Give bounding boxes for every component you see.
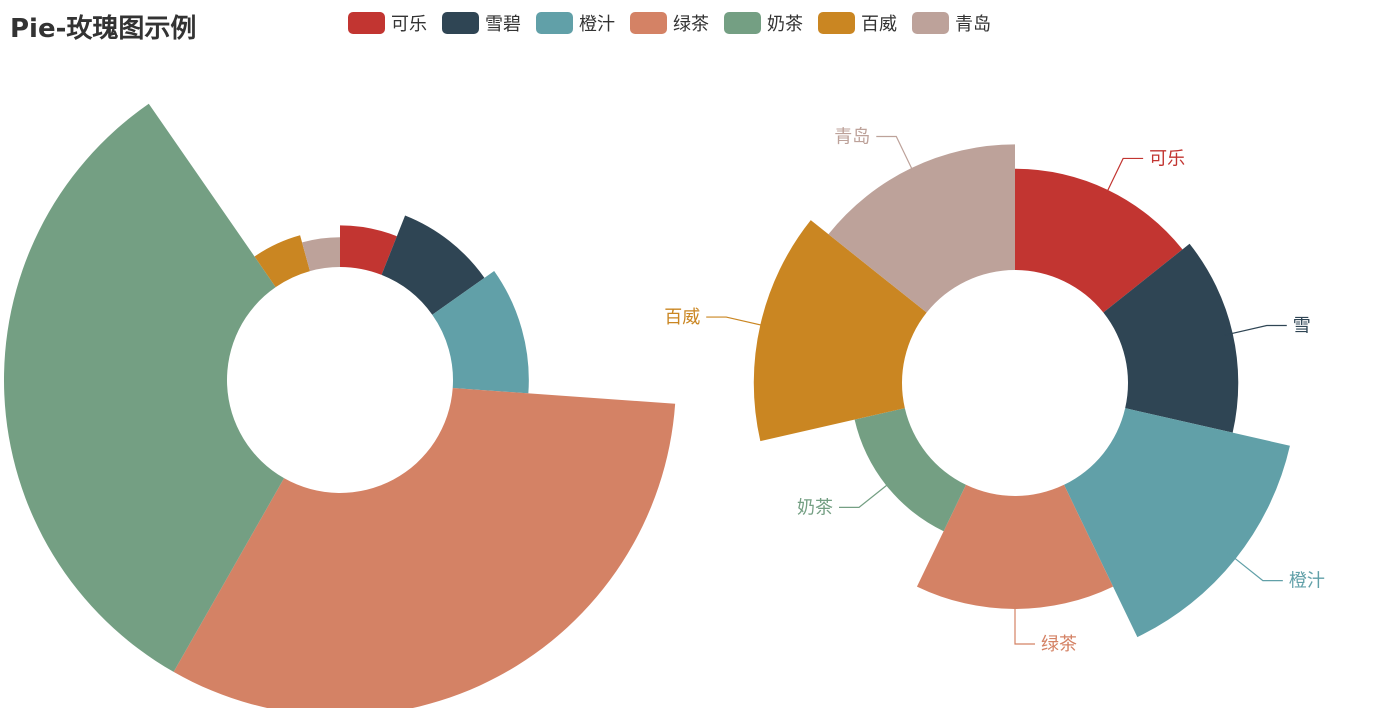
legend-swatch [724, 12, 761, 34]
legend-item-0[interactable]: 可乐 [348, 11, 427, 35]
label-line-奶茶 [839, 478, 895, 508]
legend-swatch [912, 12, 949, 34]
label-line-雪碧 [1222, 324, 1287, 337]
legend-item-6[interactable]: 青岛 [912, 11, 991, 35]
legend-label: 绿茶 [673, 14, 709, 35]
legend-label: 奶茶 [767, 14, 803, 35]
legend-swatch [630, 12, 667, 34]
rose-slice-2-绿茶[interactable] [916, 484, 1114, 609]
rose-slice-2-橙汁[interactable] [1064, 408, 1290, 638]
rose-slice-1-百威[interactable] [254, 235, 310, 288]
legend-label: 雪碧 [485, 14, 521, 35]
legend-swatch [348, 12, 385, 34]
slice-label-雪碧: 雪 [1293, 316, 1311, 337]
label-line-绿茶 [1014, 598, 1035, 645]
rose-slice-1-可乐[interactable] [340, 225, 397, 275]
slice-label-橙汁: 橙汁 [1289, 571, 1325, 592]
slice-label-绿茶: 绿茶 [1041, 634, 1077, 655]
label-line-可乐 [1103, 157, 1144, 200]
rose-slice-1-奶茶[interactable] [3, 103, 285, 672]
legend-item-2[interactable]: 橙汁 [536, 11, 615, 35]
legend: 可乐 雪碧 橙汁 绿茶 奶茶 百威 青岛 [348, 11, 1006, 35]
legend-label: 橙汁 [579, 14, 615, 35]
rose-slice-2-百威[interactable] [753, 220, 927, 442]
legend-swatch [442, 12, 479, 34]
rose-slice-2-可乐[interactable] [1015, 168, 1183, 313]
slice-label-青岛: 青岛 [834, 126, 870, 147]
rose-slice-1-雪碧[interactable] [381, 215, 485, 315]
rose-slice-2-青岛[interactable] [828, 144, 1015, 313]
slice-label-百威: 百威 [664, 307, 700, 328]
rose-slice-1-青岛[interactable] [302, 237, 340, 272]
rose-slice-1-橙汁[interactable] [432, 270, 529, 394]
label-line-橙汁 [1227, 552, 1283, 582]
slice-label-奶茶: 奶茶 [797, 497, 833, 518]
rose-chart-1 [3, 103, 676, 708]
legend-label: 可乐 [391, 14, 427, 35]
legend-swatch [536, 12, 573, 34]
legend-item-1[interactable]: 雪碧 [442, 11, 521, 35]
rose-slice-2-雪碧[interactable] [1103, 243, 1239, 433]
label-line-百威 [706, 316, 771, 328]
page-title: Pie-玫瑰图示例 [10, 14, 197, 44]
legend-item-3[interactable]: 绿茶 [630, 11, 709, 35]
rose-slice-2-奶茶[interactable] [854, 408, 966, 532]
legend-swatch [818, 12, 855, 34]
rose-slice-1-绿茶[interactable] [173, 387, 676, 708]
label-line-青岛 [876, 135, 917, 178]
legend-item-5[interactable]: 百威 [818, 11, 897, 35]
legend-item-4[interactable]: 奶茶 [724, 11, 803, 35]
legend-label: 青岛 [955, 14, 991, 35]
slice-label-可乐: 可乐 [1149, 148, 1185, 169]
legend-label: 百威 [861, 14, 897, 35]
